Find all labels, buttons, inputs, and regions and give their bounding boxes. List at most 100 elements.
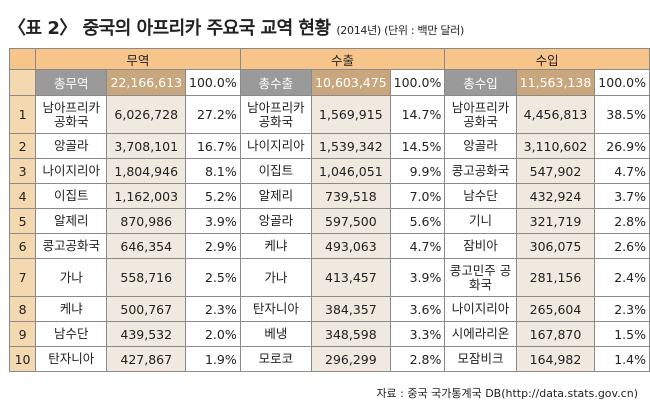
table-row: 7 가나 558,716 2.5% 가나 413,457 3.9% 콩고민주 공화국 281,1… bbox=[8, 258, 650, 297]
table-title: 〈표 2〉 중국의 아프리카 주요국 교역 현황 (2014년) (단위 : 백… bbox=[8, 14, 464, 42]
trade-value: 870,986 bbox=[106, 208, 187, 234]
import-value: 164,982 bbox=[515, 346, 596, 372]
table-row: 5 알제리 870,986 3.9% 앙골라 597,500 5.6% 기니 321,719 2.… bbox=[8, 208, 650, 234]
export-pct: 14.7% bbox=[389, 95, 446, 134]
trade-value: 646,354 bbox=[106, 233, 187, 259]
import-pct: 1.4% bbox=[594, 346, 650, 372]
trade-pct: 27.2% bbox=[185, 95, 241, 134]
trade-country: 콩고공화국 bbox=[35, 233, 108, 259]
total-exports-label: 총수출 bbox=[239, 69, 313, 96]
export-pct: 3.6% bbox=[389, 296, 446, 322]
import-country: 시에라리온 bbox=[444, 321, 517, 347]
source-note: 자료 : 중국 국가통계국 DB(http://data.stats.gov.c… bbox=[376, 387, 638, 400]
export-value: 384,357 bbox=[311, 296, 391, 322]
trade-country: 나이지리아 bbox=[35, 158, 108, 184]
rank-cell: 2 bbox=[8, 133, 37, 159]
trade-value: 427,867 bbox=[106, 346, 187, 372]
trade-pct: 3.9% bbox=[185, 208, 241, 234]
table-row: 3 나이지리아 1,804,946 8.1% 이집트 1,046,051 9.9% 콩고공화국… bbox=[8, 158, 650, 184]
import-pct: 2.4% bbox=[594, 258, 650, 297]
export-value: 1,046,051 bbox=[311, 158, 391, 184]
total-trade-pct: 100.0% bbox=[185, 69, 241, 96]
trade-value: 6,026,728 bbox=[106, 95, 187, 134]
export-pct: 9.9% bbox=[389, 158, 446, 184]
import-pct: 2.8% bbox=[594, 208, 650, 234]
import-pct: 1.5% bbox=[594, 321, 650, 347]
trade-value: 439,532 bbox=[106, 321, 187, 347]
export-value: 493,063 bbox=[311, 233, 391, 259]
export-value: 739,518 bbox=[311, 183, 391, 209]
rank-cell: 9 bbox=[8, 321, 37, 347]
table-row: 8 케냐 500,767 2.3% 탄자니아 384,357 3.6% 나이지리아 265,60… bbox=[8, 296, 650, 322]
trade-country: 이집트 bbox=[35, 183, 108, 209]
trade-country: 남수단 bbox=[35, 321, 108, 347]
total-imports-value: 11,563,138 bbox=[515, 69, 596, 96]
export-value: 1,539,342 bbox=[311, 133, 391, 159]
export-pct: 2.8% bbox=[389, 346, 446, 372]
export-pct: 5.6% bbox=[389, 208, 446, 234]
title-sub: (2014년) (단위 : 백만 달러) bbox=[336, 24, 465, 37]
trade-pct: 2.9% bbox=[185, 233, 241, 259]
trade-country: 탄자니아 bbox=[35, 346, 108, 372]
trade-pct: 8.1% bbox=[185, 158, 241, 184]
total-imports-pct: 100.0% bbox=[594, 69, 650, 96]
import-value: 265,604 bbox=[515, 296, 596, 322]
header-imports: 수입 bbox=[444, 48, 650, 70]
trade-value: 500,767 bbox=[106, 296, 187, 322]
import-country: 콩고공화국 bbox=[444, 158, 517, 184]
export-value: 296,299 bbox=[311, 346, 391, 372]
export-country: 앙골라 bbox=[239, 208, 313, 234]
export-pct: 3.9% bbox=[389, 258, 446, 297]
export-country: 모로코 bbox=[239, 346, 313, 372]
import-country: 기니 bbox=[444, 208, 517, 234]
rank-cell: 3 bbox=[8, 158, 37, 184]
table-row: 4 이집트 1,162,003 5.2% 알제리 739,518 7.0% 남수단 432,92… bbox=[8, 183, 650, 209]
trade-value: 1,804,946 bbox=[106, 158, 187, 184]
import-country: 콩고민주 공화국 bbox=[444, 258, 517, 297]
import-value: 3,110,602 bbox=[515, 133, 596, 159]
import-pct: 3.7% bbox=[594, 183, 650, 209]
table-row: 1 남아프리카 공화국 6,026,728 27.2% 남아프리카 공화국 1,569,9… bbox=[8, 95, 650, 134]
trade-value: 558,716 bbox=[106, 258, 187, 297]
import-country: 나이지리아 bbox=[444, 296, 517, 322]
header-trade: 무역 bbox=[35, 48, 241, 70]
trade-country: 가나 bbox=[35, 258, 108, 297]
import-pct: 2.6% bbox=[594, 233, 650, 259]
total-exports-pct: 100.0% bbox=[389, 69, 446, 96]
import-value: 281,156 bbox=[515, 258, 596, 297]
export-country: 남아프리카 공화국 bbox=[239, 95, 313, 134]
export-country: 나이지리아 bbox=[239, 133, 313, 159]
import-value: 306,075 bbox=[515, 233, 596, 259]
import-value: 547,902 bbox=[515, 158, 596, 184]
rank-cell: 5 bbox=[8, 208, 37, 234]
export-country: 가나 bbox=[239, 258, 313, 297]
export-country: 알제리 bbox=[239, 183, 313, 209]
trade-pct: 5.2% bbox=[185, 183, 241, 209]
header-exports: 수출 bbox=[239, 48, 446, 70]
totals-row: 총무역 22,166,613 100.0% 총수출 10,603,475 100… bbox=[8, 69, 650, 96]
import-pct: 26.9% bbox=[594, 133, 650, 159]
import-country: 남아프리카 공화국 bbox=[444, 95, 517, 134]
table-row: 2 앙골라 3,708,101 16.7% 나이지리아 1,539,342 14.5% 앙골라… bbox=[8, 133, 650, 159]
export-value: 348,598 bbox=[311, 321, 391, 347]
trade-pct: 2.0% bbox=[185, 321, 241, 347]
total-imports-label: 총수입 bbox=[444, 69, 517, 96]
export-country: 이집트 bbox=[239, 158, 313, 184]
trade-pct: 16.7% bbox=[185, 133, 241, 159]
export-value: 413,457 bbox=[311, 258, 391, 297]
trade-country: 케냐 bbox=[35, 296, 108, 322]
trade-pct: 2.3% bbox=[185, 296, 241, 322]
trade-pct: 2.5% bbox=[185, 258, 241, 297]
export-value: 597,500 bbox=[311, 208, 391, 234]
export-country: 탄자니아 bbox=[239, 296, 313, 322]
title-main: 〈표 2〉 중국의 아프리카 주요국 교역 현황 bbox=[8, 18, 331, 39]
import-value: 432,924 bbox=[515, 183, 596, 209]
trade-pct: 1.9% bbox=[185, 346, 241, 372]
total-trade-value: 22,166,613 bbox=[106, 69, 187, 96]
import-value: 4,456,813 bbox=[515, 95, 596, 134]
import-value: 321,719 bbox=[515, 208, 596, 234]
rank-cell: 6 bbox=[8, 233, 37, 259]
trade-value: 3,708,101 bbox=[106, 133, 187, 159]
rank-cell: 10 bbox=[8, 346, 37, 372]
export-pct: 3.3% bbox=[389, 321, 446, 347]
